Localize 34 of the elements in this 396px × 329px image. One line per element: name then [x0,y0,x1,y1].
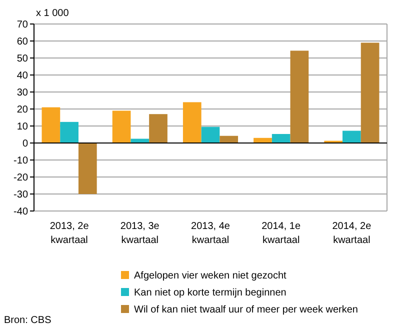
text: Bron: CBS [4,315,52,326]
y-tick-label: 40 [16,70,28,82]
bar [360,42,380,143]
x-tick-label: 2014, 2e kwartaal [332,221,372,246]
y-tick-label: -40 [14,206,28,218]
y-tick-label: 0 [22,138,28,150]
y-tick-label: 50 [16,54,28,64]
x-tick-label: 2013, 3e kwartaal [120,221,160,246]
y-tick-label: -20 [14,172,28,184]
y-tick-label: 60 [16,36,28,48]
bar [201,126,220,143]
bar [42,107,60,143]
y-tick-label: 30 [16,88,28,98]
bar [60,122,78,143]
x-tick-label: 2013, 4e kwartaal [191,221,230,246]
y-tick-label: -10 [14,156,28,166]
legend-label: Afgelopen vier weken niet gezocht [134,270,287,282]
y-tick-label: 10 [16,122,28,132]
bar [342,130,361,143]
y-tick-label: 20 [16,104,28,116]
y-tick-label: -30 [14,190,28,200]
bar [220,136,238,143]
y-tick-label: 70 [16,20,28,30]
x-tick-label: 2014, 1e kwartaal [262,221,301,246]
x-tick-label: 2013, 2e kwartaal [50,221,90,246]
legend-label: Kan niet op korte termijn beginnen [134,288,286,298]
bar [272,134,290,143]
legend-label: Wil of kan niet twaalf uur of meer per week werken [134,304,358,316]
bar [112,110,131,143]
bar [78,143,97,194]
y-axis-title: x 1 000 [36,8,70,19]
bar [290,50,309,143]
bar [149,114,168,143]
bar [182,102,202,143]
